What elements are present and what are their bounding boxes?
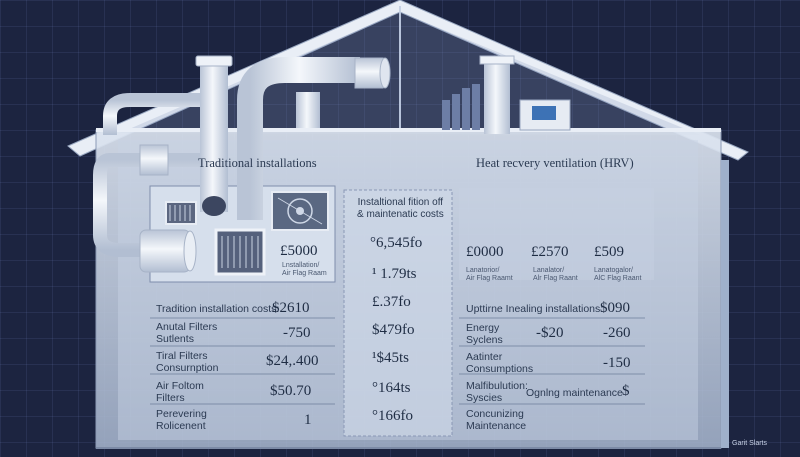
right-panel-title: Heat recvery ventilation (HRV): [476, 156, 634, 170]
hrv-outdoor-unit-icon: [519, 99, 571, 131]
left-row-label: Anutal Filters Sutlents: [156, 321, 218, 345]
solar-panel-icon: [442, 84, 480, 130]
left-feature-value: £5000: [280, 243, 318, 259]
right-row-value: -$20: [536, 325, 564, 341]
left-panel-title: Traditional installations: [198, 156, 317, 170]
left-row-label: Tradition installation costs:: [156, 303, 280, 315]
middle-value: $479fo: [372, 322, 415, 338]
middle-panel-title: Instaltional fition off & maintenatic co…: [357, 197, 444, 220]
left-feature-caption-line: Air Flag Raam: [282, 270, 327, 277]
vent-grille-icon: [214, 228, 266, 276]
middle-value: °166fo: [372, 408, 413, 424]
right-feature-caption: Lanalator/ Alr Flag Raant: [533, 267, 578, 282]
middle-value: ¹ 1.79ts: [372, 266, 417, 282]
right-row-value: $090: [600, 300, 630, 316]
right-feature-value: £0000: [466, 244, 504, 260]
right-row-label: Aatinter Consumptions: [466, 351, 534, 375]
left-row-value: -750: [283, 325, 311, 341]
right-row-label: Energy Syclens: [466, 322, 503, 346]
row-dividers: [150, 317, 645, 405]
right-feature-value: £2570: [531, 244, 569, 260]
left-row-label: Perevering Rolicenent: [156, 408, 207, 432]
right-feature-caption: Lanatogalor/ AlC Flag Raant: [594, 267, 642, 282]
left-row-value: $24,.400: [266, 353, 319, 369]
left-row-value: 1: [304, 412, 312, 428]
footer-caption: Garit Slarts: [732, 440, 768, 447]
left-row-label: Air Foltom Filters: [156, 380, 204, 404]
right-row-value: Ognlng maintenance: [526, 387, 623, 399]
right-row-label: Malfibulution: Syscies: [466, 380, 528, 404]
middle-panel-box: [343, 189, 453, 437]
left-feature-caption-line: Lnstallation/: [282, 262, 320, 269]
hrv-unit-icon: [271, 191, 329, 231]
right-row-label: Upttirne Inealing installations:: [466, 303, 604, 315]
duct-pipes: [93, 55, 391, 273]
left-row-label: Tiral Filters Consurnption: [156, 350, 219, 374]
right-row-value-2: -260: [603, 325, 631, 341]
chimney-pipe: [479, 55, 515, 134]
left-row-value: $2610: [272, 300, 310, 316]
right-row-value-2: -150: [603, 355, 631, 371]
right-feature-caption: Lanatorior/ Air Flag Raamt: [466, 267, 513, 282]
middle-value: ¹$45ts: [372, 350, 410, 366]
left-row-value: $50.70: [270, 383, 312, 399]
right-feature-value: £509: [594, 244, 624, 260]
middle-value: £.37fo: [372, 294, 411, 310]
middle-value: °6,545fo: [370, 235, 423, 251]
left-feature-caption: Lnstallation/ Air Flag Raam: [282, 262, 327, 278]
right-feature-box: [459, 188, 654, 280]
right-row-label: Concunizing Maintenance: [466, 408, 527, 432]
air-filter-icon: [165, 201, 197, 225]
middle-value: °164ts: [372, 380, 411, 396]
right-row-value-2: $: [622, 383, 630, 399]
